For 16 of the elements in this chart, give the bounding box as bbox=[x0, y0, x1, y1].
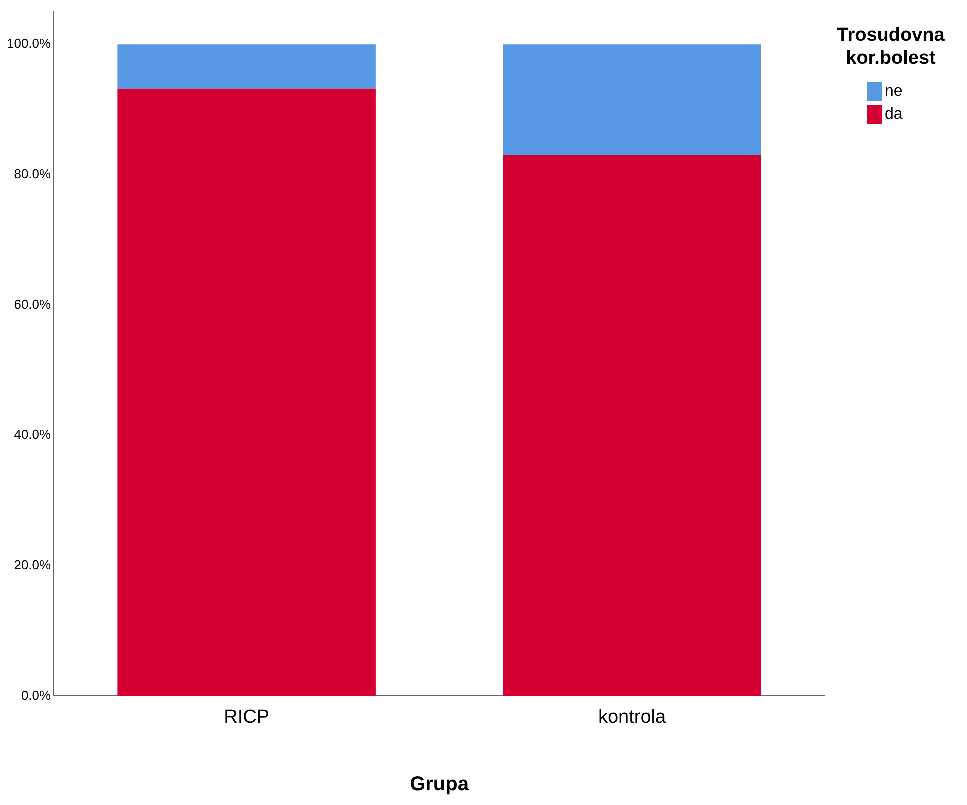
x-tick-label: kontrola bbox=[598, 706, 666, 728]
legend-label: ne bbox=[885, 82, 903, 100]
bar bbox=[118, 44, 376, 89]
bar bbox=[503, 155, 762, 696]
legend-title: Trosudovna kor.bolest bbox=[836, 24, 946, 70]
legend-label: da bbox=[885, 106, 903, 124]
bar bbox=[118, 88, 376, 696]
bar bbox=[503, 44, 762, 156]
x-axis-title: Grupa bbox=[410, 774, 470, 796]
y-tick-label: 60.0% bbox=[14, 296, 52, 312]
y-tick-label: 40.0% bbox=[14, 427, 52, 442]
y-tick-label: 80.0% bbox=[14, 166, 52, 182]
y-tick-label: 20.0% bbox=[14, 557, 52, 572]
x-tick-label: RICP bbox=[224, 706, 270, 728]
y-tick-label: 100.0% bbox=[6, 36, 52, 52]
y-tick-label: 0.0% bbox=[21, 688, 52, 703]
